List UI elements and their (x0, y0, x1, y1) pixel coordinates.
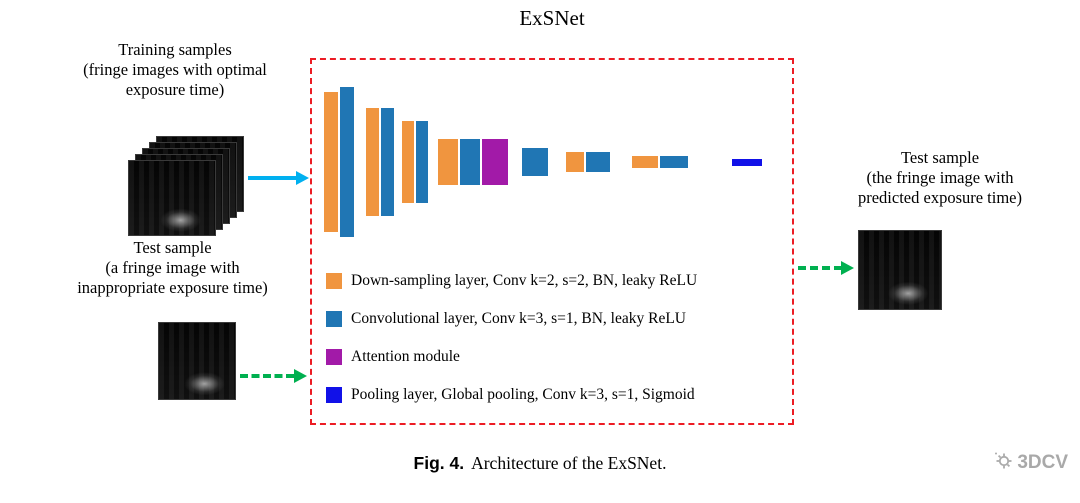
test-input-line-1: Test sample (133, 238, 212, 257)
network-layer-bars (324, 84, 762, 240)
training-fringe-image (128, 160, 216, 236)
layer-bar-conv (522, 148, 548, 176)
training-samples-line-2: (fringe images with optimal (83, 60, 267, 79)
test-input-arrow (240, 369, 310, 383)
legend-item-pooling: Pooling layer, Global pooling, Conv k=3,… (326, 384, 697, 406)
layer-bar-pool (732, 158, 762, 166)
layer-bar-conv (586, 152, 610, 172)
test-output-line-2: (the fringe image with (866, 168, 1014, 187)
layer-bar-down (402, 121, 414, 203)
caption-text: Architecture of the ExSNet. (471, 453, 667, 473)
test-output-line-3: predicted exposure time) (857, 188, 1023, 207)
legend-label-down-sampling: Down-sampling layer, Conv k=2, s=2, BN, … (351, 272, 698, 289)
legend-item-attention: Attention module (326, 346, 697, 368)
training-image-stack (128, 136, 246, 238)
training-samples-line-1: Training samples (118, 40, 232, 59)
legend-label-pooling: Pooling layer, Global pooling, Conv k=3,… (351, 386, 695, 403)
test-input-fringe-image (158, 322, 236, 400)
test-input-label: Test sample (a fringe image with inappro… (25, 238, 320, 298)
figure-caption: Fig. 4. Architecture of the ExSNet. (0, 453, 1080, 474)
test-output-fringe-image (858, 230, 942, 310)
legend-label-convolutional: Convolutional layer, Conv k=3, s=1, BN, … (351, 310, 687, 327)
test-output-label: Test sample (the fringe image with predi… (808, 148, 1072, 208)
layer-bar-conv (460, 139, 480, 185)
training-input-arrow (248, 171, 310, 185)
down-sampling-swatch-icon (326, 273, 342, 289)
attention-swatch-icon (326, 349, 342, 365)
training-samples-line-3: exposure time) (125, 80, 225, 99)
layer-bar-attn (482, 139, 508, 185)
legend-item-convolutional: Convolutional layer, Conv k=3, s=1, BN, … (326, 308, 697, 330)
legend-item-down-sampling: Down-sampling layer, Conv k=2, s=2, BN, … (326, 270, 697, 292)
convolutional-swatch-icon (326, 311, 342, 327)
test-input-line-3: inappropriate exposure time) (77, 278, 268, 297)
legend: Down-sampling layer, Conv k=2, s=2, BN, … (326, 270, 697, 406)
layer-bar-down (324, 92, 338, 232)
caption-prefix: Fig. 4. (413, 453, 465, 473)
training-samples-label: Training samples (fringe images with opt… (35, 40, 315, 100)
network-output-arrow-line (798, 266, 842, 270)
layer-bar-conv (416, 121, 428, 203)
pooling-swatch-icon (326, 387, 342, 403)
3dcv-text: 3DCV (1017, 452, 1068, 473)
training-input-arrowhead-icon (296, 171, 309, 185)
layer-bar-down (632, 156, 658, 168)
layer-bar-conv (660, 156, 688, 168)
layer-bar-conv (381, 108, 394, 216)
test-input-arrow-line (240, 374, 294, 378)
layer-bar-down (566, 152, 584, 172)
3dcv-logo-icon (993, 450, 1013, 476)
test-input-line-2: (a fringe image with (105, 258, 240, 277)
layer-bar-down (438, 139, 458, 185)
test-output-line-1: Test sample (900, 148, 980, 167)
3dcv-watermark: 3DCV (993, 450, 1068, 476)
exsnet-network-box: Down-sampling layer, Conv k=2, s=2, BN, … (310, 58, 794, 425)
network-output-arrow (798, 261, 856, 275)
layer-bar-down (366, 108, 379, 216)
layer-bar-conv (340, 87, 354, 237)
legend-label-attention: Attention module (351, 348, 460, 365)
network-output-arrowhead-icon (841, 261, 854, 275)
diagram-title: ExSNet (519, 6, 585, 30)
test-input-arrowhead-icon (294, 369, 307, 383)
training-input-arrow-line (248, 176, 298, 180)
